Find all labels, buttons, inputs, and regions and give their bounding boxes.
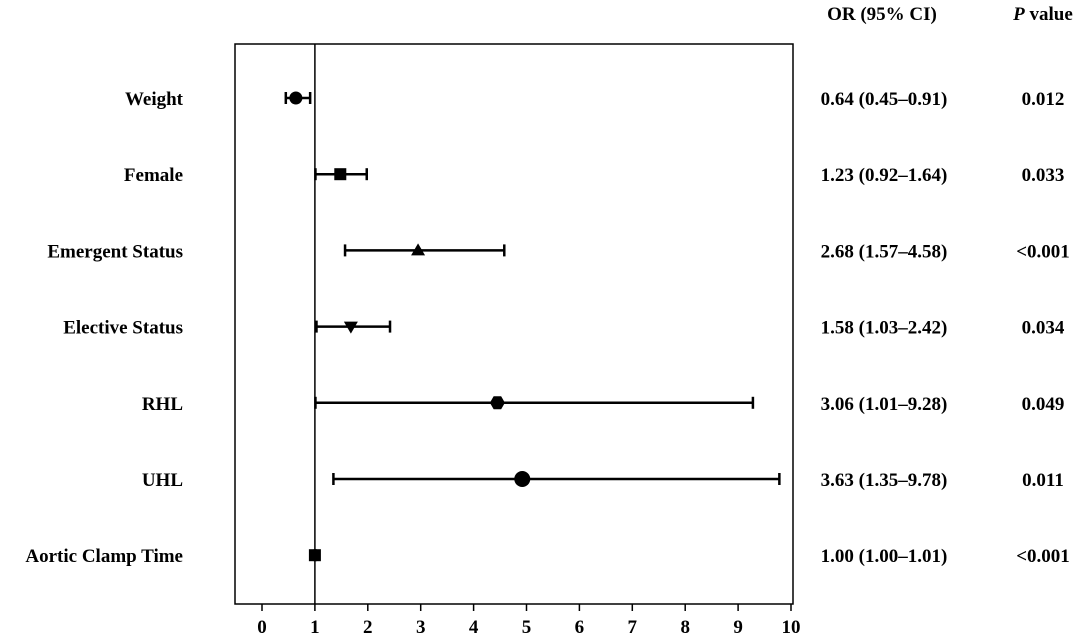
row-label: Weight xyxy=(125,89,184,110)
x-tick-label: 2 xyxy=(363,617,373,635)
forest-row: Aortic Clamp Time 1.00 (1.00–1.01) <0.001 xyxy=(25,546,1069,567)
row-label: Elective Status xyxy=(63,318,183,339)
x-tick-label: 10 xyxy=(782,617,801,635)
x-tick-label: 9 xyxy=(733,617,743,635)
or-marker-square xyxy=(308,549,321,562)
p-value: 0.034 xyxy=(1022,318,1065,339)
x-axis: 0 1 2 3 4 5 6 7 8 9 10 xyxy=(257,604,801,635)
x-tick-label: 8 xyxy=(680,617,690,635)
or-ci-value: 0.64 (0.45–0.91) xyxy=(821,89,948,110)
forest-row: RHL 3.06 (1.01–9.28) 0.049 xyxy=(142,394,1065,415)
p-value: 0.011 xyxy=(1022,470,1064,491)
row-label: Emergent Status xyxy=(47,241,183,262)
p-value-header-italic: P xyxy=(1012,4,1025,25)
row-label: Aortic Clamp Time xyxy=(25,546,183,567)
row-label: UHL xyxy=(142,470,183,491)
x-tick-label: 5 xyxy=(522,617,532,635)
or-ci-value: 3.63 (1.35–9.78) xyxy=(821,470,948,491)
p-value: 0.033 xyxy=(1022,165,1065,186)
or-ci-value: 3.06 (1.01–9.28) xyxy=(821,394,948,415)
x-tick-label: 1 xyxy=(310,617,320,635)
p-value: <0.001 xyxy=(1016,546,1070,567)
or-marker-circle xyxy=(289,91,303,105)
p-value: 0.012 xyxy=(1022,89,1065,110)
p-value: <0.001 xyxy=(1016,241,1070,262)
or-marker-circle xyxy=(514,471,531,487)
x-tick-label: 4 xyxy=(469,617,479,635)
or-marker-triangle-up xyxy=(411,243,426,256)
or-column-header: OR (95% CI) xyxy=(827,4,937,25)
p-value: 0.049 xyxy=(1022,394,1065,415)
or-marker-hexagon xyxy=(489,396,505,410)
forest-row: Emergent Status 2.68 (1.57–4.58) <0.001 xyxy=(47,241,1069,262)
row-label: RHL xyxy=(142,394,183,415)
p-value-column-header: P value xyxy=(1012,4,1073,25)
or-ci-value: 1.23 (0.92–1.64) xyxy=(821,165,948,186)
x-tick-label: 7 xyxy=(628,617,638,635)
or-marker-triangle-down xyxy=(343,321,358,334)
or-ci-value: 1.58 (1.03–2.42) xyxy=(821,318,948,339)
forest-row: Elective Status 1.58 (1.03–2.42) 0.034 xyxy=(63,318,1065,339)
forest-row: Female 1.23 (0.92–1.64) 0.033 xyxy=(124,165,1064,186)
plot-frame xyxy=(234,43,794,605)
x-tick-label: 0 xyxy=(257,617,267,635)
or-marker-square xyxy=(334,168,347,181)
or-ci-value: 1.00 (1.00–1.01) xyxy=(821,546,948,567)
row-label: Female xyxy=(124,165,183,186)
forest-rows: Weight 0.64 (0.45–0.91) 0.012 Female 1.23 (0… xyxy=(25,89,1069,567)
forest-row: UHL 3.63 (1.35–9.78) 0.011 xyxy=(142,470,1064,491)
p-value-header-rest: value xyxy=(1025,4,1073,25)
x-tick-label: 6 xyxy=(575,617,585,635)
forest-row: Weight 0.64 (0.45–0.91) 0.012 xyxy=(125,89,1064,110)
or-ci-value: 2.68 (1.57–4.58) xyxy=(821,241,948,262)
x-tick-label: 3 xyxy=(416,617,426,635)
